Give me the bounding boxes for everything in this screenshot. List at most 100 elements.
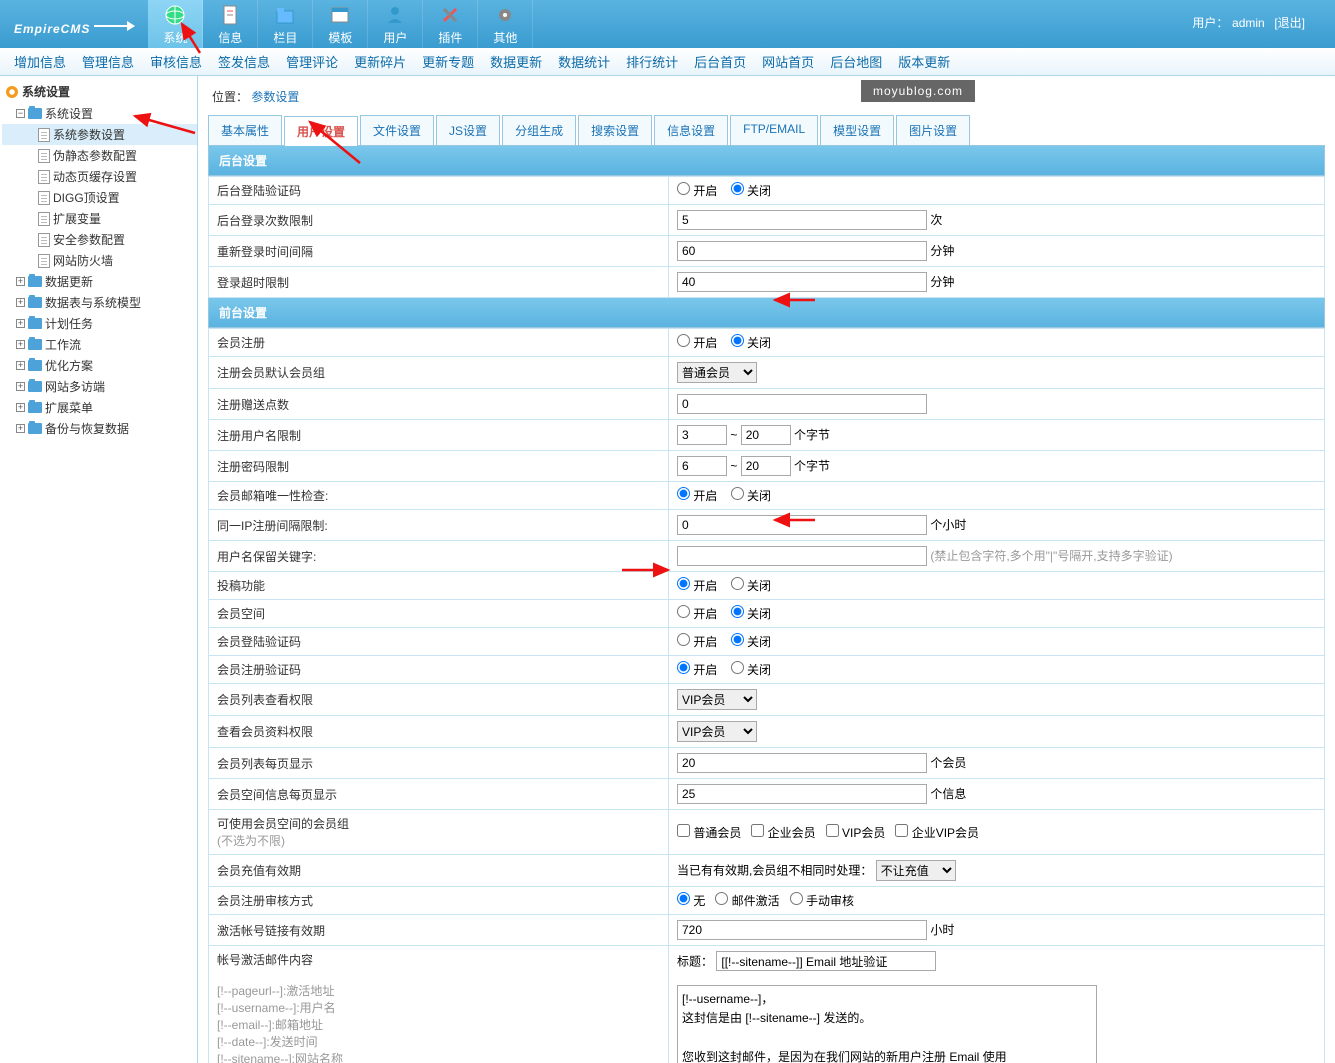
- file-icon: [38, 170, 50, 184]
- menu-增加信息[interactable]: 增加信息: [14, 52, 66, 71]
- list-per-input[interactable]: [677, 753, 927, 773]
- list-perm-select[interactable]: VIP会员: [677, 689, 757, 710]
- tree-优化方案[interactable]: +优化方案: [2, 355, 197, 376]
- tree-网站多访端[interactable]: +网站多访端: [2, 376, 197, 397]
- pwd-max[interactable]: [741, 456, 791, 476]
- topnav-插件[interactable]: 插件: [423, 0, 478, 48]
- tree-伪静态参数配置[interactable]: 伪静态参数配置: [2, 145, 197, 166]
- folder-icon: [28, 276, 42, 287]
- row-uname-limit: 注册用户名限制: [209, 420, 669, 451]
- topnav-信息[interactable]: 信息: [203, 0, 258, 48]
- uname-max[interactable]: [741, 425, 791, 445]
- uname-min[interactable]: [677, 425, 727, 445]
- tab-图片设置[interactable]: 图片设置: [896, 115, 970, 145]
- menu-签发信息[interactable]: 签发信息: [218, 52, 270, 71]
- breadcrumb-link[interactable]: 参数设置: [251, 90, 299, 104]
- timeout-input[interactable]: [677, 272, 927, 292]
- menu-数据更新[interactable]: 数据更新: [490, 52, 542, 71]
- watermark-badge: moyublog.com: [861, 80, 975, 102]
- menu-后台首页[interactable]: 后台首页: [694, 52, 746, 71]
- file-icon: [38, 128, 50, 142]
- folder-icon: [28, 108, 42, 119]
- space-per-input[interactable]: [677, 784, 927, 804]
- file-icon: [38, 254, 50, 268]
- menu-数据统计[interactable]: 数据统计: [558, 52, 610, 71]
- tab-搜索设置[interactable]: 搜索设置: [578, 115, 652, 145]
- section-backend: 后台设置: [208, 146, 1325, 176]
- tree-DIGG顶设置[interactable]: DIGG顶设置: [2, 187, 197, 208]
- tree-网站防火墙[interactable]: 网站防火墙: [2, 250, 197, 271]
- top-nav: 系统信息栏目模板用户插件其他: [148, 0, 533, 48]
- menu-版本更新[interactable]: 版本更新: [898, 52, 950, 71]
- pwd-min[interactable]: [677, 456, 727, 476]
- tree-动态页缓存设置[interactable]: 动态页缓存设置: [2, 166, 197, 187]
- tab-信息设置[interactable]: 信息设置: [654, 115, 728, 145]
- tree-安全参数配置[interactable]: 安全参数配置: [2, 229, 197, 250]
- tree-计划任务[interactable]: +计划任务: [2, 313, 197, 334]
- tab-基本属性[interactable]: 基本属性: [208, 115, 282, 145]
- tab-分组生成[interactable]: 分组生成: [502, 115, 576, 145]
- menu-后台地图[interactable]: 后台地图: [830, 52, 882, 71]
- relogin-input[interactable]: [677, 241, 927, 261]
- row-activation-hours: 激活帐号链接有效期: [209, 915, 669, 946]
- mail-body-textarea[interactable]: [677, 985, 1097, 1063]
- tree-扩展变量[interactable]: 扩展变量: [2, 208, 197, 229]
- tab-FTP/EMAIL[interactable]: FTP/EMAIL: [730, 115, 818, 145]
- row-activation-mail: 帐号激活邮件内容 [!--pageurl--]:激活地址[!--username…: [209, 946, 669, 1063]
- tree-系统设置[interactable]: −系统设置: [2, 103, 197, 124]
- default-group-select[interactable]: 普通会员: [677, 362, 757, 383]
- tree-系统参数设置[interactable]: 系统参数设置: [2, 124, 197, 145]
- row-space-per-page: 会员空间信息每页显示: [209, 779, 669, 810]
- file-icon: [38, 233, 50, 247]
- charge-select[interactable]: 不让充值: [876, 860, 956, 881]
- act-hours-input[interactable]: [677, 920, 927, 940]
- ip-interval-input[interactable]: [677, 515, 927, 535]
- app-logo: EmpireCMS: [0, 9, 148, 40]
- logout-link[interactable]: [退出]: [1274, 16, 1305, 30]
- tab-文件设置[interactable]: 文件设置: [360, 115, 434, 145]
- topnav-其他[interactable]: 其他: [478, 0, 533, 48]
- folder-icon: [28, 402, 42, 413]
- topnav-栏目[interactable]: 栏目: [258, 0, 313, 48]
- mail-title-input[interactable]: [716, 951, 936, 971]
- tree-扩展菜单[interactable]: +扩展菜单: [2, 397, 197, 418]
- folder-icon: [28, 423, 42, 434]
- menu-管理评论[interactable]: 管理评论: [286, 52, 338, 71]
- menu-更新碎片[interactable]: 更新碎片: [354, 52, 406, 71]
- row-list-per-page: 会员列表每页显示: [209, 748, 669, 779]
- topnav-模板[interactable]: 模板: [313, 0, 368, 48]
- menu-网站首页[interactable]: 网站首页: [762, 52, 814, 71]
- tab-JS设置[interactable]: JS设置: [436, 115, 500, 145]
- username: admin: [1232, 16, 1265, 30]
- tree-备份与恢复数据[interactable]: +备份与恢复数据: [2, 418, 197, 439]
- folder-icon: [28, 381, 42, 392]
- sidebar-title: 系统设置: [2, 80, 197, 103]
- row-register: 会员注册: [209, 329, 669, 357]
- menu-管理信息[interactable]: 管理信息: [82, 52, 134, 71]
- menu-排行统计[interactable]: 排行统计: [626, 52, 678, 71]
- tabs: 基本属性用户设置文件设置JS设置分组生成搜索设置信息设置FTP/EMAIL模型设…: [208, 115, 1325, 146]
- menu-审核信息[interactable]: 审核信息: [150, 52, 202, 71]
- content-area: moyublog.com 位置： 参数设置 基本属性用户设置文件设置JS设置分组…: [198, 76, 1335, 1063]
- row-space-groups: 可使用会员空间的会员组(不选为不限): [209, 810, 669, 855]
- tab-用户设置[interactable]: 用户设置: [284, 116, 358, 146]
- topnav-用户[interactable]: 用户: [368, 0, 423, 48]
- sidebar: 系统设置 −系统设置系统参数设置伪静态参数配置动态页缓存设置DIGG顶设置扩展变…: [0, 76, 198, 1063]
- tree-数据表与系统模型[interactable]: +数据表与系统模型: [2, 292, 197, 313]
- tab-模型设置[interactable]: 模型设置: [820, 115, 894, 145]
- menubar: 增加信息管理信息审核信息签发信息管理评论更新碎片更新专题数据更新数据统计排行统计…: [0, 48, 1335, 76]
- row-audit: 会员注册审核方式: [209, 887, 669, 915]
- folder-icon: [28, 297, 42, 308]
- profile-perm-select[interactable]: VIP会员: [677, 721, 757, 742]
- bonus-input[interactable]: [677, 394, 927, 414]
- login-times-input[interactable]: [677, 210, 927, 230]
- app-header: EmpireCMS 系统信息栏目模板用户插件其他 用户： admin [退出]: [0, 0, 1335, 48]
- row-bonus: 注册赠送点数: [209, 389, 669, 420]
- file-icon: [38, 212, 50, 226]
- tree-工作流[interactable]: +工作流: [2, 334, 197, 355]
- reserved-input[interactable]: [677, 546, 927, 566]
- topnav-系统[interactable]: 系统: [148, 0, 203, 48]
- row-timeout: 登录超时限制: [209, 267, 669, 298]
- tree-数据更新[interactable]: +数据更新: [2, 271, 197, 292]
- menu-更新专题[interactable]: 更新专题: [422, 52, 474, 71]
